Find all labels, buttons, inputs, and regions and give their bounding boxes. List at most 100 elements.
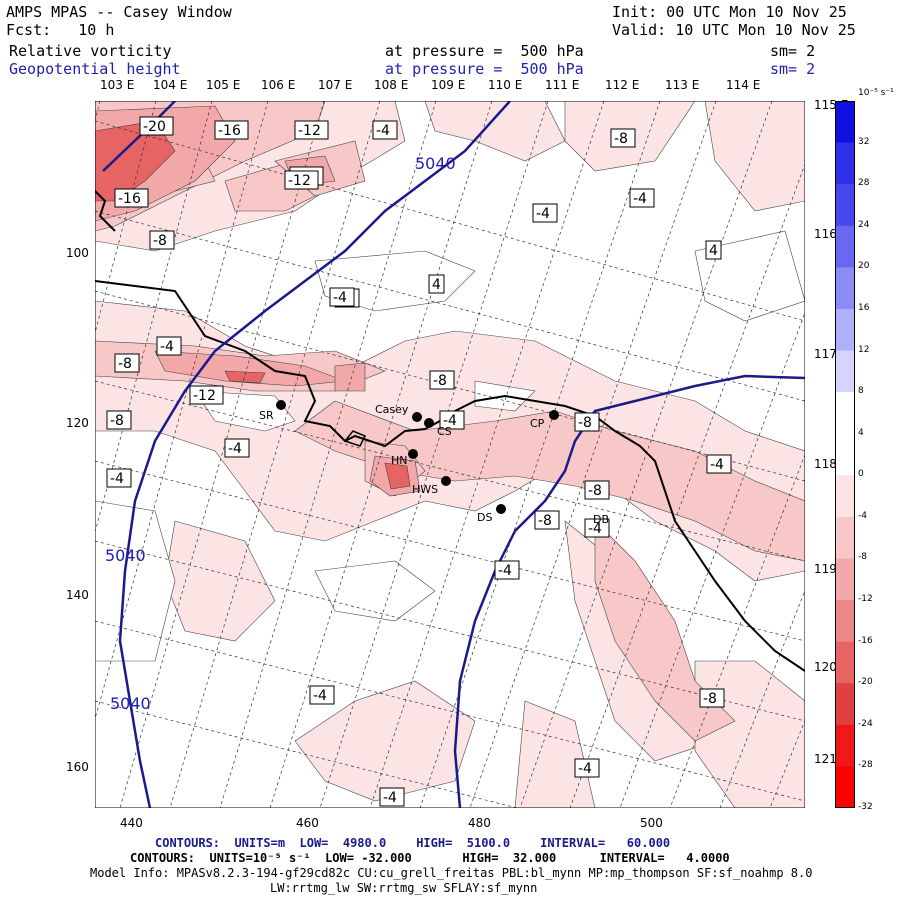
- svg-text:-8: -8: [614, 131, 628, 147]
- y-tick: 140: [66, 588, 89, 602]
- contour-label: -8: [149, 230, 175, 250]
- colorbar-segment: [835, 142, 855, 185]
- svg-text:HWS: HWS: [412, 483, 438, 496]
- svg-text:-4: -4: [578, 761, 592, 777]
- field1-smoothing: sm= 2: [770, 42, 816, 60]
- coastline-nw: [95, 190, 116, 232]
- contour-label: 4: [705, 240, 722, 260]
- svg-text:-4: -4: [160, 339, 174, 355]
- colorbar-segment: [835, 558, 855, 601]
- contour-label: -4: [574, 758, 600, 778]
- colorbar-label: -8: [858, 552, 867, 563]
- svg-text:-4: -4: [588, 521, 602, 537]
- x-tick: 440: [120, 816, 143, 830]
- colorbar: [835, 101, 855, 808]
- colorbar-label: -24: [858, 718, 873, 729]
- lon-label-top: 105 E: [206, 78, 241, 92]
- y-tick: 100: [66, 246, 89, 260]
- colorbar-segment: [835, 350, 855, 393]
- svg-text:-20: -20: [143, 119, 166, 135]
- lon-label-top: 104 E: [153, 78, 188, 92]
- svg-text:-8: -8: [433, 373, 447, 389]
- lon-label-top: 103 E: [100, 78, 135, 92]
- init-time: Init: 00 UTC Mon 10 Nov 25: [612, 3, 847, 21]
- contour-label: -4: [584, 518, 610, 538]
- contour-label: -16: [114, 188, 149, 208]
- colorbar-segment: [835, 101, 855, 144]
- station-casey: Casey: [375, 403, 422, 422]
- svg-text:-4: -4: [313, 688, 327, 704]
- contour-label: -4: [329, 287, 355, 307]
- colorbar-label: -32: [858, 802, 873, 812]
- contour-label: -8: [114, 353, 140, 373]
- footer-height-contours: CONTOURS: UNITS=m LOW= 4980.0 HIGH= 5100.…: [155, 836, 670, 850]
- lon-label-top: 109 E: [431, 78, 466, 92]
- colorbar-label: 4: [858, 427, 864, 438]
- colorbar-segment: [835, 225, 855, 268]
- x-tick: 460: [296, 816, 319, 830]
- footer-height-low: CONTOURS: UNITS=m LOW= 4980.0: [155, 836, 387, 850]
- footer-model-info: Model Info: MPASv8.2.3-194-gf29cd82c CU:…: [90, 866, 813, 880]
- contour-label: -8: [429, 370, 455, 390]
- lon-label-top: 111 E: [545, 78, 580, 92]
- x-tick: 500: [640, 816, 663, 830]
- colorbar-label: -4: [858, 510, 867, 521]
- svg-text:-8: -8: [110, 413, 124, 429]
- contour-label: -8: [534, 510, 560, 530]
- lon-label-top: 112 E: [605, 78, 640, 92]
- colorbar-label: 28: [858, 178, 870, 189]
- vorticity-positive: [95, 230, 805, 662]
- colorbar-frame: [835, 101, 855, 808]
- lon-label-top: 114 E: [726, 78, 761, 92]
- contour-label: -8: [610, 128, 636, 148]
- svg-text:-16: -16: [218, 123, 241, 139]
- colorbar-label: 8: [858, 386, 864, 397]
- svg-text:CS: CS: [437, 425, 452, 438]
- contour-label: -4: [706, 454, 732, 474]
- svg-text:-4: -4: [228, 441, 242, 457]
- station-db: DB: [593, 513, 609, 526]
- forecast-hour: Fcst: 10 h: [6, 21, 115, 39]
- footer-radiation-info: LW:rrtmg_lw SW:rrtmg_sw SFLAY:sf_mynn: [270, 881, 538, 895]
- contour-label: -4: [224, 438, 250, 458]
- svg-text:DB: DB: [593, 513, 609, 526]
- contour-label: -4: [106, 468, 132, 488]
- lon-label-top: 110 E: [488, 78, 523, 92]
- station-cs: CS: [424, 418, 452, 438]
- colorbar-segment: [835, 724, 855, 767]
- contour-label: -4: [494, 560, 520, 580]
- svg-text:-8: -8: [538, 513, 552, 529]
- svg-text:SR: SR: [259, 409, 274, 422]
- field1-level: at pressure = 500 hPa: [385, 42, 584, 60]
- contour-label: -4: [629, 188, 655, 208]
- colorbar-segment: [835, 184, 855, 227]
- colorbar-segment: [835, 766, 855, 808]
- colorbar-label: 12: [858, 344, 870, 355]
- colorbar-label: 0: [858, 469, 864, 480]
- height-label: 5040: [110, 694, 151, 713]
- colorbar-segment: [835, 267, 855, 310]
- field2-level: at pressure = 500 hPa: [385, 60, 584, 78]
- colorbar-label: 16: [858, 302, 870, 313]
- contour-labels: -20-16-12-12-16-12-4-8-4-8-44-4-4-8-12-8…: [106, 116, 732, 807]
- latitude-grid: [95, 120, 805, 808]
- contour-label: -12: [294, 120, 329, 140]
- svg-text:-12: -12: [288, 173, 311, 189]
- field2-name: Geopotential height: [9, 60, 181, 78]
- height-label: 5040: [105, 546, 146, 565]
- x-tick: 480: [468, 816, 491, 830]
- svg-text:-8: -8: [703, 691, 717, 707]
- contour-label: -20: [139, 116, 174, 136]
- svg-text:-8: -8: [153, 233, 167, 249]
- footer-vorticity-contours: CONTOURS: UNITS=10⁻⁵ s⁻¹ LOW= -32.000 HI…: [130, 851, 730, 865]
- colorbar-segment: [835, 600, 855, 643]
- colorbar-label: -20: [858, 677, 873, 688]
- station-sr: SR: [259, 400, 286, 422]
- contour-label: -4: [439, 410, 465, 430]
- svg-text:-12: -12: [193, 388, 216, 404]
- svg-text:-12: -12: [298, 123, 321, 139]
- svg-text:Casey: Casey: [375, 403, 409, 416]
- map-plot: -20-16-12-12-16-12-4-8-4-8-44-4-4-8-12-8…: [95, 101, 805, 808]
- field1-name: Relative vorticity: [9, 42, 172, 60]
- svg-text:-4: -4: [536, 206, 550, 222]
